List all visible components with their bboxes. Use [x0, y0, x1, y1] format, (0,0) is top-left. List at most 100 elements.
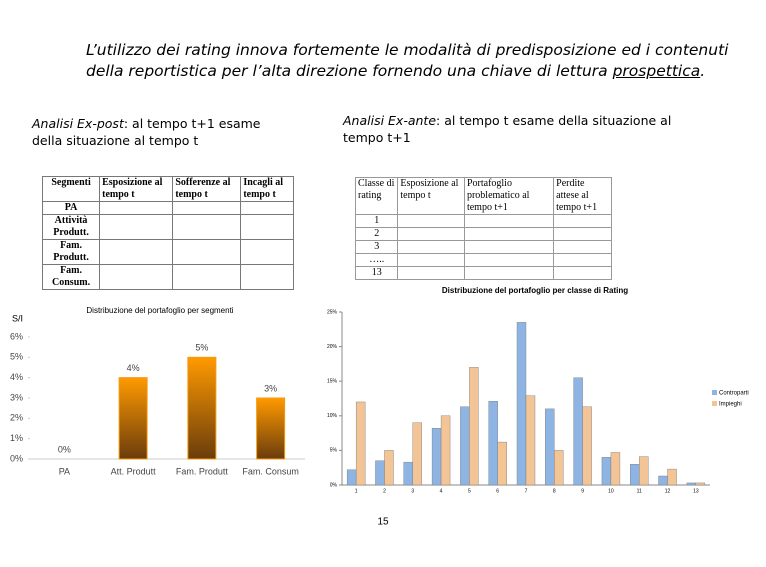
bar [525, 395, 536, 486]
heading-em: Analisi Ex-ante [343, 113, 437, 128]
empty-cell [553, 266, 612, 280]
x-tick-label: Att. Produtt [111, 466, 157, 476]
x-tick-label: 9 [581, 488, 584, 494]
x-tick-label: 7 [525, 488, 528, 494]
y-tick-label: 6% [10, 331, 23, 341]
bar [630, 464, 640, 486]
x-tick-label: 3 [411, 488, 414, 494]
header-row: Segmenti Esposizione al tempo t Sofferenze… [41, 176, 294, 202]
y-tick-label: 0% [10, 453, 23, 463]
heading-rest: : al tempo t+1 esame della situazione al… [32, 116, 261, 148]
y-tick-label: 5% [330, 448, 338, 454]
x-tick-label: 5 [468, 488, 471, 494]
table-row: 13 [354, 266, 612, 280]
header-cell: Incagli al tempo t [240, 176, 294, 202]
value-label: 4% [127, 363, 140, 373]
page-number: 15 [377, 517, 389, 528]
header-cell: Esposizione al tempo t [99, 176, 174, 202]
x-tick-label: 6 [496, 488, 499, 494]
row-label: Fam. Consum. [41, 264, 101, 290]
y-tick-label: 4% [10, 372, 23, 382]
bar [412, 422, 422, 486]
bar [460, 406, 470, 486]
table-row: Attività Produtt. [41, 214, 294, 240]
empty-cell [240, 264, 294, 290]
chart-title: Distribuzione del portafoglio per classe… [442, 286, 628, 295]
table-row: Fam. Consum. [41, 264, 294, 290]
empty-cell [172, 239, 242, 265]
bar [403, 461, 413, 486]
bar [686, 482, 697, 486]
y-tick-label: 15% [327, 379, 338, 385]
heading-rest: : al tempo t esame della situazione al t… [343, 113, 672, 145]
x-tick-label: 12 [665, 488, 671, 494]
bar [658, 475, 668, 486]
bar [639, 456, 649, 486]
bar [695, 482, 706, 486]
left-heading: Analisi Ex-post: al tempo t+1 esame dell… [32, 115, 272, 149]
x-tick-label: 4 [440, 488, 443, 494]
right-table: Classe di rating Esposizione al tempo t Po… [354, 177, 612, 280]
y-tick-label: 1% [10, 433, 23, 443]
bar [384, 450, 394, 486]
header-cell: Sofferenze al tempo t [172, 176, 242, 202]
table-row: PA [41, 201, 294, 215]
row-label: Attività Produtt. [41, 214, 101, 240]
y-tick-label: 10% [327, 413, 338, 419]
legend-label: Controparti [719, 391, 749, 397]
header-cell: Classe di rating [354, 177, 399, 215]
left-table: Segmenti Esposizione al tempo t Sofferenze… [41, 176, 294, 290]
bar [573, 377, 583, 486]
empty-cell [463, 266, 555, 280]
x-tick-label: 8 [553, 488, 556, 494]
title-text: L’utilizzo dei rating innova fortemente … [86, 41, 729, 80]
slide-title: L’utilizzo dei rating innova fortemente … [86, 40, 766, 82]
y-tick-label: 3% [10, 392, 23, 402]
table-row: Fam. Produtt. [41, 239, 294, 265]
bar [440, 415, 451, 486]
empty-cell [172, 264, 242, 290]
bar [601, 457, 612, 486]
row-label: 3 [354, 240, 399, 254]
legend-swatch [712, 390, 717, 395]
x-tick-label: 1 [355, 488, 358, 494]
x-tick-label: Fam. Consum [242, 466, 299, 476]
empty-cell [240, 239, 294, 265]
bar [187, 356, 217, 460]
bar [582, 406, 592, 486]
header-row: Classe di rating Esposizione al tempo t Po… [354, 177, 612, 215]
y-tick-label: 0% [330, 482, 338, 488]
title-underlined: prospettica [612, 62, 701, 80]
bar [346, 469, 357, 486]
header-cell: Perdite attese al tempo t+1 [553, 177, 612, 215]
bar [667, 468, 677, 486]
bar [256, 397, 286, 460]
legend-swatch [712, 401, 717, 406]
y-tick-label: 20% [327, 344, 338, 350]
y-axis-label: S/I [12, 313, 23, 323]
bar [610, 452, 621, 486]
empty-cell [99, 214, 174, 240]
bar [431, 428, 442, 486]
x-tick-label: 13 [693, 488, 699, 494]
bar [375, 460, 385, 486]
bar [469, 367, 479, 486]
bar [497, 441, 507, 486]
bar [545, 408, 555, 486]
y-tick-label: 25% [327, 309, 338, 315]
value-label: 3% [264, 383, 277, 393]
header-cell: Esposizione al tempo t [397, 177, 465, 215]
table-row: 3 [354, 240, 612, 254]
x-tick-label: 10 [608, 488, 614, 494]
row-label: Fam. Produtt. [41, 239, 101, 265]
right-heading: Analisi Ex-ante: al tempo t esame della … [343, 112, 683, 146]
bar [118, 377, 148, 460]
y-tick-label: 2% [10, 413, 23, 423]
heading-em: Analisi Ex-post [32, 116, 124, 131]
bar [516, 322, 527, 486]
title-end: . [700, 62, 706, 80]
bar [488, 401, 498, 486]
row-label: 13 [354, 266, 399, 280]
